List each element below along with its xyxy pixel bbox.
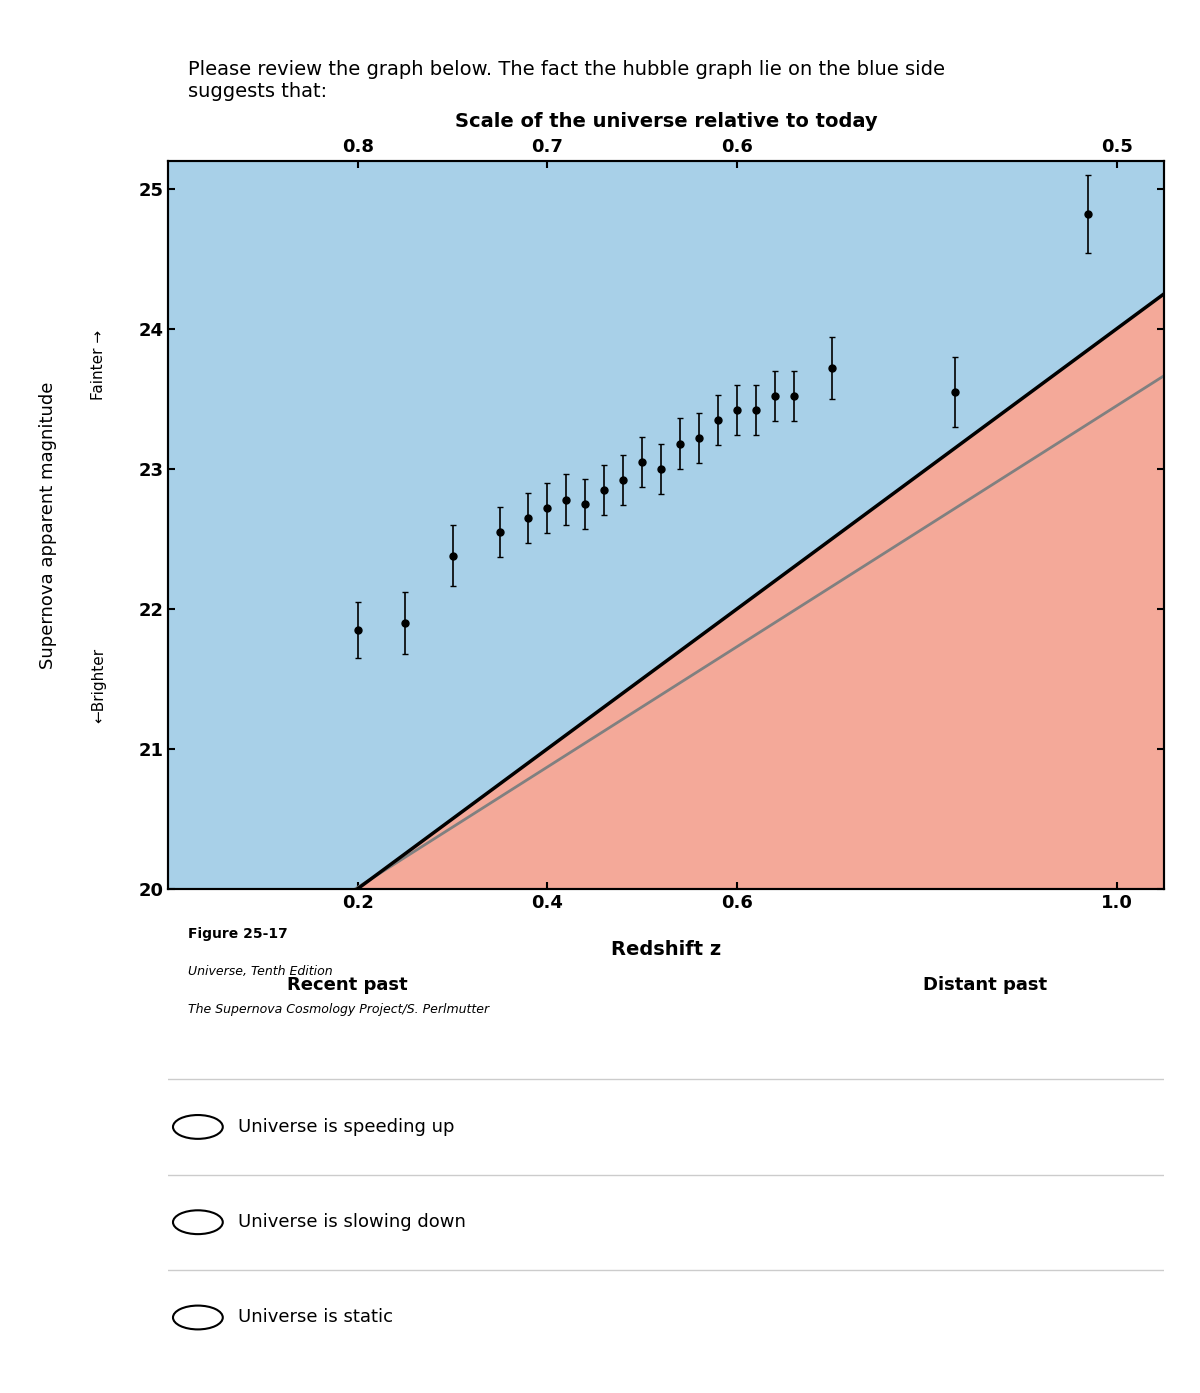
Text: Universe, Tenth Edition: Universe, Tenth Edition (188, 965, 332, 978)
Text: Fainter →: Fainter → (91, 330, 106, 400)
Text: Universe is speeding up: Universe is speeding up (238, 1119, 455, 1135)
X-axis label: Scale of the universe relative to today: Scale of the universe relative to today (455, 111, 877, 131)
Text: ←Brighter: ←Brighter (91, 648, 106, 723)
Text: Figure 25-17: Figure 25-17 (188, 926, 288, 940)
Text: Universe is slowing down: Universe is slowing down (238, 1213, 466, 1231)
Text: Recent past: Recent past (287, 976, 408, 995)
Text: Supernova apparent magnitude: Supernova apparent magnitude (40, 382, 58, 669)
Text: Distant past: Distant past (923, 976, 1046, 995)
Text: Please review the graph below. The fact the hubble graph lie on the blue side
su: Please review the graph below. The fact … (188, 60, 944, 100)
Text: Redshift z: Redshift z (611, 940, 721, 958)
Polygon shape (168, 294, 1164, 1028)
Text: The Supernova Cosmology Project/S. Perlmutter: The Supernova Cosmology Project/S. Perlm… (188, 1003, 490, 1015)
Text: Universe is static: Universe is static (238, 1308, 392, 1326)
